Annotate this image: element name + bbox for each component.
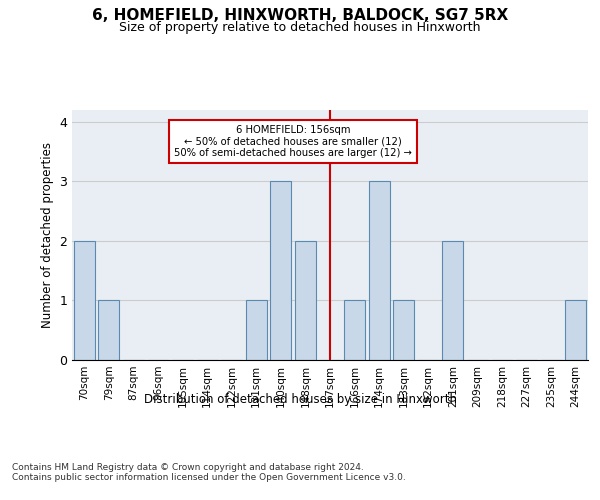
Bar (74, 241, 95, 360)
Text: Contains HM Land Registry data © Crown copyright and database right 2024.
Contai: Contains HM Land Registry data © Crown c… (12, 462, 406, 482)
Text: 6, HOMEFIELD, HINXWORTH, BALDOCK, SG7 5RX: 6, HOMEFIELD, HINXWORTH, BALDOCK, SG7 5R… (92, 8, 508, 22)
Bar (565, 300, 586, 360)
Bar (295, 241, 316, 360)
Text: Size of property relative to detached houses in Hinxworth: Size of property relative to detached ho… (119, 22, 481, 35)
Bar (344, 300, 365, 360)
Y-axis label: Number of detached properties: Number of detached properties (41, 142, 53, 328)
Bar (368, 182, 389, 360)
Bar (442, 241, 463, 360)
Text: 6 HOMEFIELD: 156sqm
← 50% of detached houses are smaller (12)
50% of semi-detach: 6 HOMEFIELD: 156sqm ← 50% of detached ho… (174, 125, 412, 158)
Bar (246, 300, 267, 360)
Bar (271, 182, 292, 360)
Text: Distribution of detached houses by size in Hinxworth: Distribution of detached houses by size … (143, 392, 457, 406)
Bar (393, 300, 414, 360)
Bar (98, 300, 119, 360)
